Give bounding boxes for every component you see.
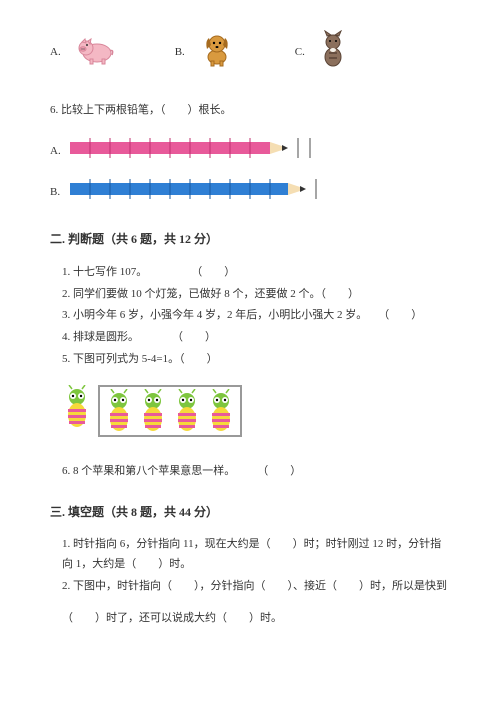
pencil-a-icon (70, 136, 320, 168)
q5-options-row: A. B. C. (50, 30, 450, 76)
s3-q2a: 2. 下图中，时针指向（ ），分针指向（ ）、接近（ ）时，所以是快到 (62, 577, 450, 597)
bee-box (98, 385, 242, 437)
cat-icon (319, 30, 347, 76)
pencil-b-row: B. (50, 177, 450, 209)
s2-q6: 6. 8 个苹果和第八个苹果意思一样。 （ ） (62, 462, 450, 482)
q6-text: 6. 比较上下两根铅笔，（ ）根长。 (50, 101, 450, 121)
s2-q3: 3. 小明今年 6 岁，小强今年 4 岁，2 年后，小明比小强大 2 岁。 （ … (62, 306, 450, 326)
s3-q1: 1. 时针指向 6，分针指向 11，现在大约是（ ）时；时针刚过 12 时，分针… (62, 535, 450, 575)
option-a-label: A. (50, 43, 61, 63)
dog-icon (199, 31, 235, 75)
s2-q6-wrap: 6. 8 个苹果和第八个苹果意思一样。 （ ） (50, 462, 450, 482)
section3-title: 三. 填空题（共 8 题，共 44 分） (50, 502, 450, 524)
s2-q1: 1. 十七写作 107。 （ ） (62, 263, 450, 283)
pencil-block: A. B. (50, 136, 450, 210)
pig-icon (75, 33, 115, 73)
s2-q2: 2. 同学们要做 10 个灯笼，已做好 8 个，还要做 2 个。（ ） (62, 285, 450, 305)
section2-questions: 1. 十七写作 107。 （ ） 2. 同学们要做 10 个灯笼，已做好 8 个… (50, 263, 450, 370)
s2-q5: 5. 下图可列式为 5-4=1。（ ） (62, 350, 450, 370)
bee-icon (60, 385, 94, 437)
s2-q4: 4. 排球是圆形。 （ ） (62, 328, 450, 348)
s3-q2b: （ ）时了，还可以说成大约（ ）时。 (62, 609, 450, 629)
pencil-b-icon (70, 177, 330, 209)
pencil-b-label: B. (50, 183, 64, 203)
option-c-label: C. (295, 43, 305, 63)
option-b-label: B. (175, 43, 185, 63)
bee-figure (60, 385, 450, 437)
pencil-a-row: A. (50, 136, 450, 168)
pencil-a-label: A. (50, 142, 64, 162)
section2-title: 二. 判断题（共 6 题，共 12 分） (50, 229, 450, 251)
section3-questions: 1. 时针指向 6，分针指向 11，现在大约是（ ）时；时针刚过 12 时，分针… (50, 535, 450, 628)
